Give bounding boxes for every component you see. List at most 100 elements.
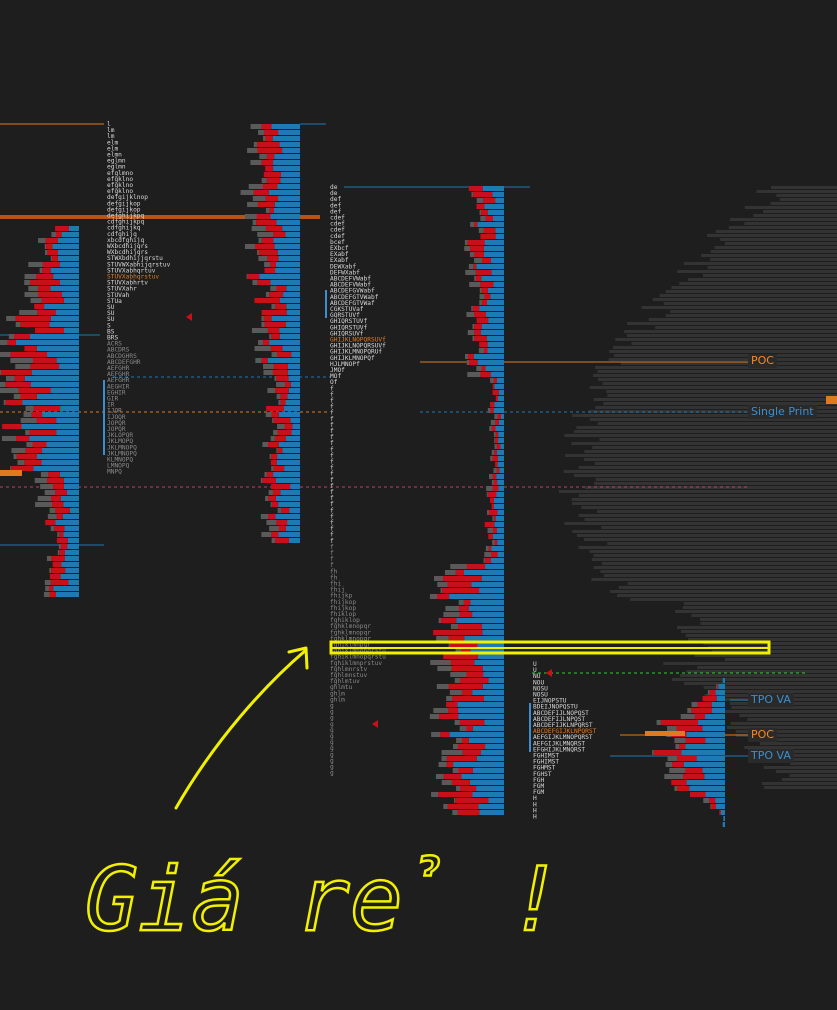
volume-profile-bar bbox=[598, 378, 837, 381]
volume-profile-bar bbox=[724, 242, 837, 245]
tpo-row: l bbox=[107, 121, 111, 128]
volume-bar bbox=[268, 514, 276, 519]
volume-profile-bar bbox=[755, 738, 837, 741]
volume-bar bbox=[278, 502, 300, 507]
volume-bar bbox=[19, 310, 38, 315]
volume-bar bbox=[64, 328, 79, 333]
volume-bar bbox=[492, 390, 499, 395]
volume-bar bbox=[46, 442, 79, 447]
volume-bar bbox=[38, 238, 46, 243]
volume-bar bbox=[25, 430, 30, 435]
volume-bar bbox=[664, 774, 684, 779]
volume-bar bbox=[497, 396, 504, 401]
volume-profile-bar bbox=[762, 782, 837, 785]
volume-bar bbox=[268, 496, 276, 501]
volume-bar bbox=[277, 352, 292, 357]
volume-profile-bar bbox=[776, 194, 837, 197]
volume-bar bbox=[269, 454, 272, 459]
volume-bar bbox=[28, 262, 43, 267]
volume-bar bbox=[5, 376, 15, 381]
volume-bar bbox=[257, 142, 280, 147]
tpo-row: f bbox=[330, 440, 334, 447]
volume-bar bbox=[491, 426, 496, 431]
volume-bar bbox=[429, 594, 438, 599]
tpo-row: lm bbox=[107, 127, 115, 134]
volume-bar bbox=[272, 370, 288, 375]
volume-profile-bar bbox=[753, 214, 837, 217]
volume-bar bbox=[667, 726, 677, 731]
volume-bar bbox=[16, 454, 37, 459]
volume-bar bbox=[463, 600, 471, 605]
volume-bar bbox=[469, 252, 475, 257]
volume-profile-bar bbox=[599, 438, 837, 441]
volume-profile-bar bbox=[688, 638, 837, 641]
volume-bar bbox=[489, 426, 492, 431]
volume-bar bbox=[470, 648, 504, 653]
volume-bar bbox=[263, 316, 272, 321]
volume-profile-bar bbox=[571, 442, 837, 445]
volume-bar bbox=[260, 478, 263, 483]
tpo-row: DEWXabf bbox=[330, 263, 356, 270]
volume-profile-bar bbox=[731, 706, 837, 709]
tpo-row: fh bbox=[330, 574, 338, 581]
volume-bar bbox=[723, 816, 725, 821]
volume-bar bbox=[60, 544, 68, 549]
volume-bar bbox=[277, 184, 300, 189]
volume-bar bbox=[722, 822, 725, 827]
tpo-row: g bbox=[330, 733, 334, 740]
volume-bar bbox=[254, 346, 271, 351]
volume-bar bbox=[488, 534, 493, 539]
volume-profile-bar bbox=[714, 246, 837, 249]
volume-bar bbox=[36, 454, 79, 459]
volume-bar bbox=[50, 286, 79, 291]
volume-profile-bar bbox=[707, 234, 837, 237]
volume-bar bbox=[279, 142, 300, 147]
volume-bar bbox=[270, 286, 277, 291]
volume-bar bbox=[437, 582, 448, 587]
volume-bar bbox=[461, 774, 504, 779]
volume-bar bbox=[56, 358, 79, 363]
tpo-row: fghiklmnopqrstu bbox=[330, 648, 386, 655]
volume-bar bbox=[20, 394, 37, 399]
volume-bar bbox=[458, 600, 464, 605]
volume-bar bbox=[477, 360, 504, 365]
volume-bar bbox=[696, 756, 725, 761]
volume-bar bbox=[497, 462, 504, 467]
volume-profile-bar bbox=[763, 786, 837, 789]
volume-bar bbox=[59, 262, 79, 267]
volume-profile-bar bbox=[641, 306, 837, 309]
volume-bar bbox=[484, 552, 491, 557]
tpo-row: FGHIMST bbox=[533, 759, 559, 766]
tpo-row: EXabf bbox=[330, 257, 349, 264]
volume-profile-bar bbox=[593, 566, 837, 569]
tpo-row: f bbox=[330, 489, 334, 496]
volume-bar bbox=[480, 372, 491, 377]
volume-bar bbox=[261, 316, 264, 321]
volume-bar bbox=[497, 480, 504, 485]
tpo-marker bbox=[546, 669, 552, 677]
tpo-row: H bbox=[533, 807, 537, 814]
volume-bar bbox=[44, 580, 51, 585]
volume-bar bbox=[455, 798, 489, 803]
volume-bar bbox=[280, 172, 300, 177]
volume-bar bbox=[476, 756, 504, 761]
volume-bar bbox=[286, 310, 300, 315]
tpo-row: fhi bbox=[330, 581, 341, 588]
volume-bar bbox=[46, 556, 52, 561]
tpo-row: STUVWXabhijqrstuv bbox=[107, 261, 171, 268]
volume-profile-bar bbox=[671, 286, 837, 289]
volume-bar bbox=[265, 496, 269, 501]
volume-bar bbox=[261, 310, 287, 315]
volume-bar bbox=[472, 612, 504, 617]
volume-bar bbox=[469, 780, 504, 785]
volume-bar bbox=[280, 400, 286, 405]
tpo-row: defgijkop bbox=[107, 200, 141, 207]
volume-bar bbox=[722, 678, 725, 683]
volume-profile-bar bbox=[578, 494, 837, 497]
volume-profile-bar bbox=[705, 710, 837, 713]
volume-bar bbox=[454, 798, 456, 803]
tpo-row: BDEIJNOPQSTU bbox=[533, 704, 578, 711]
volume-bar bbox=[452, 810, 458, 815]
